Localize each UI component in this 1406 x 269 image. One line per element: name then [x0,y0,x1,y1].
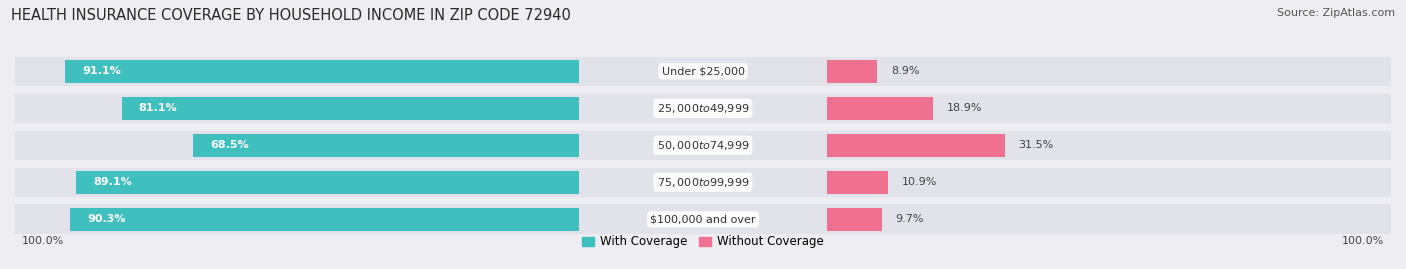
Text: 8.9%: 8.9% [891,66,920,76]
Bar [827,171,889,194]
Text: $75,000 to $99,999: $75,000 to $99,999 [657,176,749,189]
Text: $50,000 to $74,999: $50,000 to $74,999 [657,139,749,152]
Bar [15,130,1391,160]
Text: 91.1%: 91.1% [83,66,121,76]
Text: HEALTH INSURANCE COVERAGE BY HOUSEHOLD INCOME IN ZIP CODE 72940: HEALTH INSURANCE COVERAGE BY HOUSEHOLD I… [11,8,571,23]
Text: 31.5%: 31.5% [1018,140,1053,150]
Bar [827,60,877,83]
Bar [76,171,579,194]
Text: Under $25,000: Under $25,000 [661,66,745,76]
Text: 100.0%: 100.0% [1341,236,1384,246]
Text: 10.9%: 10.9% [903,177,938,187]
Text: Source: ZipAtlas.com: Source: ZipAtlas.com [1277,8,1395,18]
Text: 89.1%: 89.1% [94,177,132,187]
Bar [827,208,882,231]
Text: $25,000 to $49,999: $25,000 to $49,999 [657,102,749,115]
Text: 100.0%: 100.0% [22,236,65,246]
Bar [827,134,1004,157]
Bar [827,97,934,120]
Legend: With Coverage, Without Coverage: With Coverage, Without Coverage [578,231,828,253]
Bar [15,94,1391,123]
Bar [70,208,579,231]
Text: 9.7%: 9.7% [896,214,924,224]
Bar [122,97,579,120]
Bar [15,168,1391,197]
Text: 68.5%: 68.5% [209,140,249,150]
Text: $100,000 and over: $100,000 and over [650,214,756,224]
Bar [15,56,1391,86]
Bar [65,60,579,83]
Text: 81.1%: 81.1% [139,103,177,113]
Text: 90.3%: 90.3% [87,214,125,224]
Text: 18.9%: 18.9% [948,103,983,113]
Bar [15,204,1391,234]
Bar [193,134,579,157]
